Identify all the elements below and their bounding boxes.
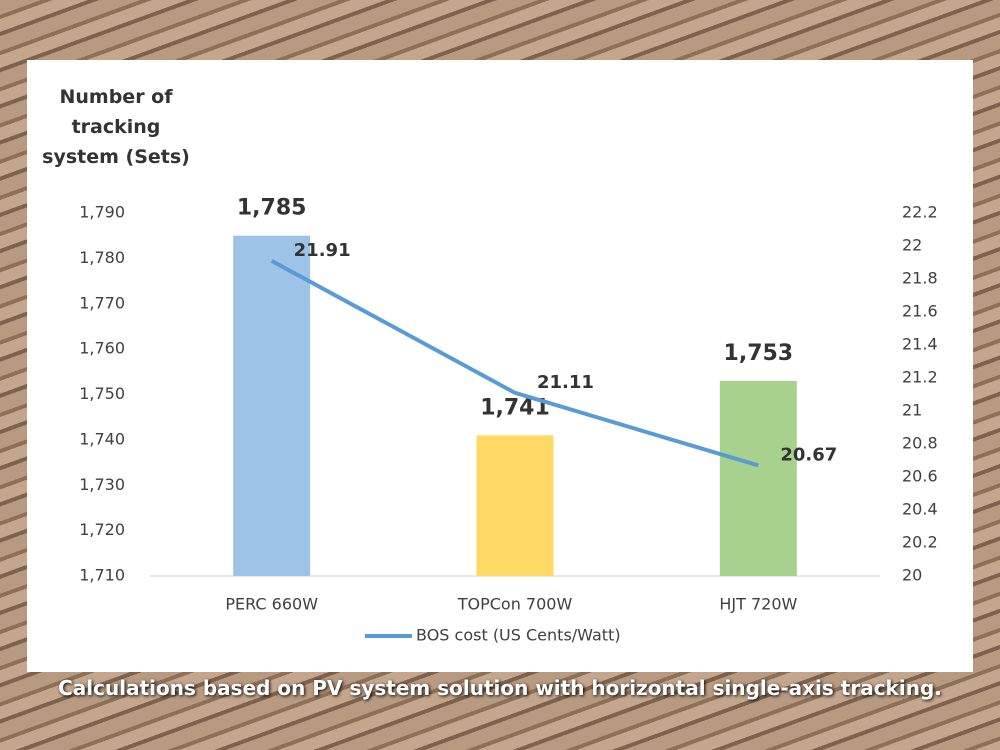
y-tick-label: 1,730 [79,475,125,494]
x-tick-label: TOPCon 700W [457,595,573,614]
y2-tick-label: 20 [902,566,922,585]
y-tick-label: 1,720 [79,520,125,539]
bar [719,380,797,576]
line-value-label: 21.91 [294,240,351,261]
y-tick-label: 1,780 [79,248,125,267]
y-tick-label: 1,790 [79,203,125,222]
y2-tick-label: 20.2 [902,533,938,552]
bar [476,435,554,576]
y-tick-label: 1,710 [79,566,125,585]
legend-label: BOS cost (US Cents/Watt) [416,626,621,645]
caption: Calculations based on PV system solution… [58,676,942,700]
y-tick-label: 1,740 [79,429,125,448]
y2-tick-label: 21.6 [902,302,938,321]
bar [233,235,311,576]
y2-tick-label: 21 [902,401,922,420]
y2-tick-label: 21.8 [902,269,938,288]
y2-tick-label: 20.4 [902,500,938,519]
bar-value-label: 1,753 [724,341,794,366]
y2-tick-label: 21.2 [902,368,938,387]
y-tick-label: 1,750 [79,384,125,403]
x-tick-label: PERC 660W [225,595,318,614]
y2-tick-label: 21.4 [902,335,938,354]
y-axis-title: Number of tracking system (Sets) [42,86,190,168]
y2-tick-label: 20.8 [902,434,938,453]
line-value-label: 21.11 [537,372,594,393]
bar-value-label: 1,785 [237,196,307,221]
y-tick-label: 1,770 [79,293,125,312]
line-value-label: 20.67 [780,444,837,465]
y2-tick-label: 22 [902,236,922,255]
y-tick-label: 1,760 [79,339,125,358]
x-tick-label: HJT 720W [719,595,797,614]
line [270,259,759,468]
y2-tick-label: 22.2 [902,203,938,222]
y2-tick-label: 20.6 [902,467,938,486]
